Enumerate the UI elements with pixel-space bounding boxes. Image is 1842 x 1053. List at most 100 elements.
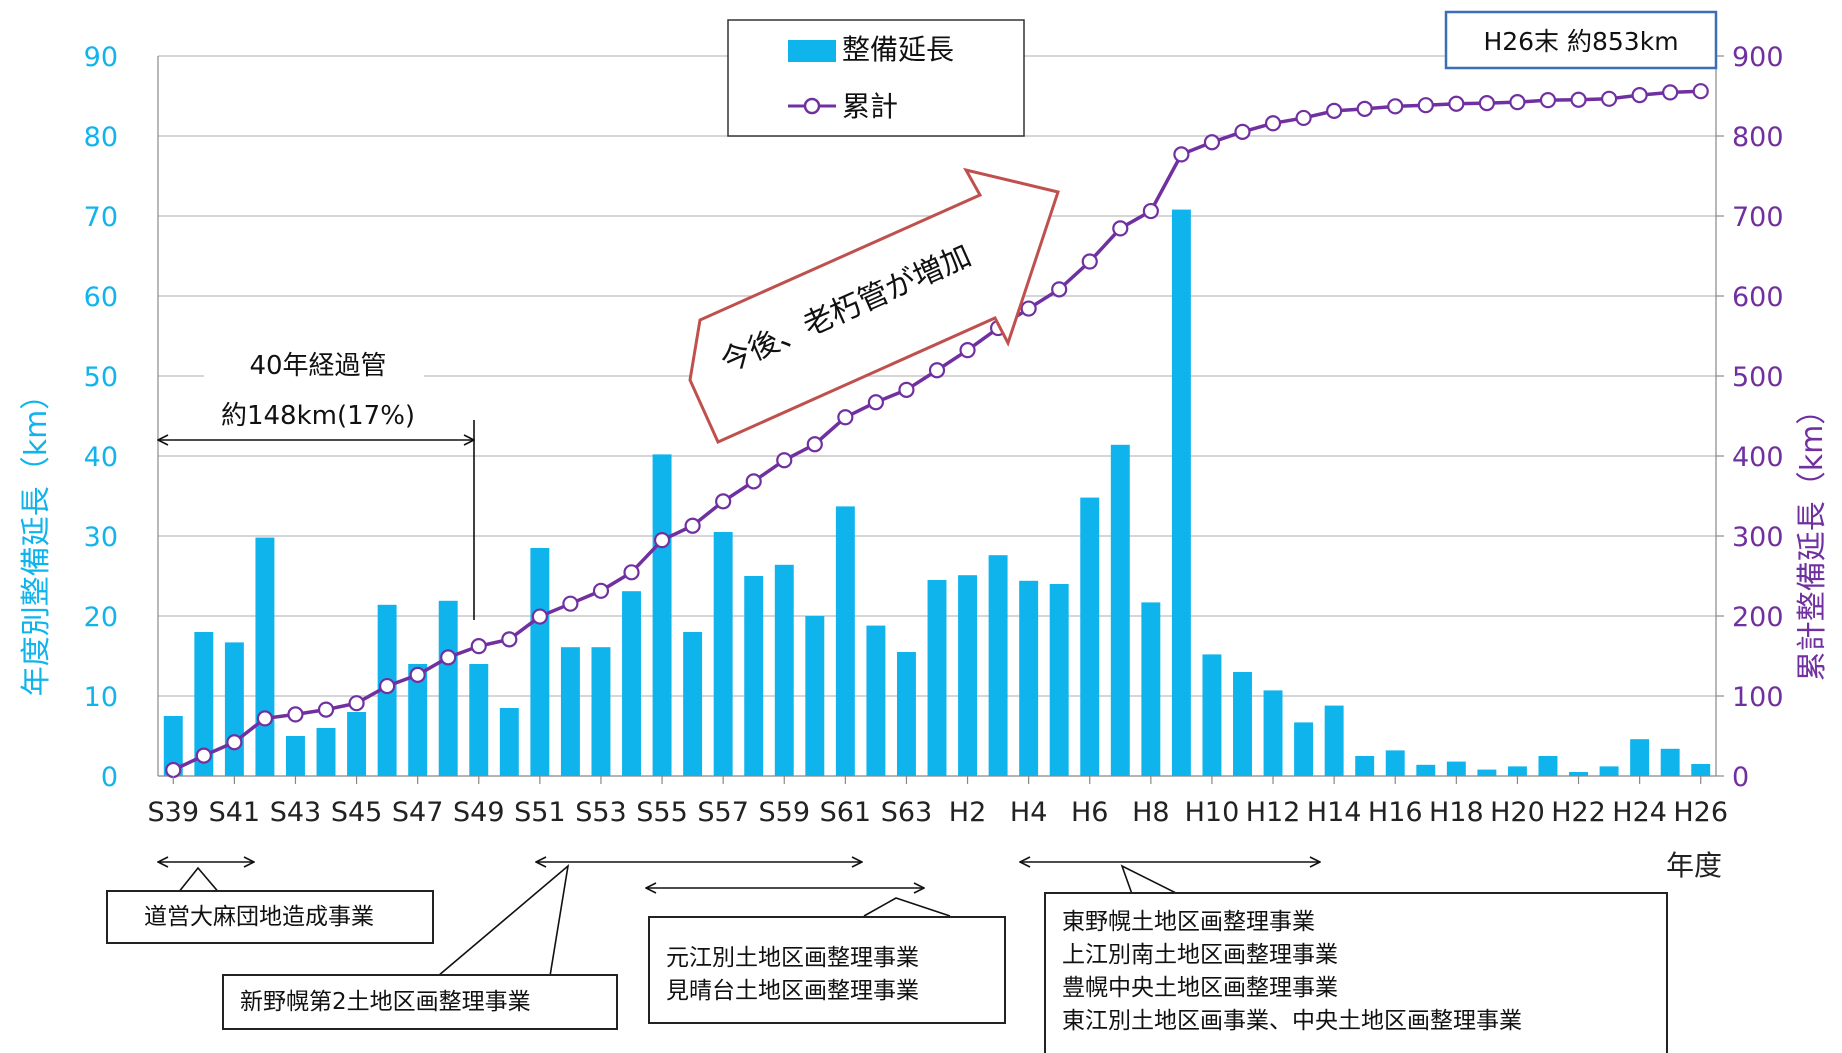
- line-point: [1051, 281, 1068, 298]
- bar: [774, 564, 794, 776]
- bar: [499, 708, 519, 776]
- x-tick-label: S63: [881, 797, 933, 828]
- line-point: [379, 677, 396, 695]
- bar: [591, 647, 611, 776]
- y-tick-label-right: 200: [1732, 602, 1784, 633]
- aging-label-2: 約148km(17%): [221, 401, 415, 431]
- x-tick-label: H12: [1246, 797, 1301, 828]
- line-point: [592, 582, 610, 599]
- bar: [958, 575, 978, 776]
- bar: [1416, 764, 1436, 776]
- bar: [1538, 756, 1558, 776]
- line-point: [1020, 300, 1037, 317]
- line-point: [1448, 95, 1465, 112]
- bar: [1477, 769, 1497, 776]
- bar: [560, 647, 580, 776]
- line-point: [1417, 97, 1434, 114]
- line-point: [501, 631, 518, 648]
- bar: [713, 532, 733, 776]
- bar: [1446, 761, 1466, 776]
- bar: [255, 537, 275, 776]
- line-point: [165, 761, 182, 779]
- line-point: [1326, 102, 1343, 119]
- y-tick-label-left: 50: [84, 362, 118, 393]
- x-tick-label: S55: [636, 797, 688, 828]
- line-point: [1142, 202, 1159, 220]
- x-tick-label: H10: [1185, 797, 1240, 828]
- x-tick-label: S61: [820, 797, 872, 828]
- line-point: [1112, 220, 1129, 237]
- y-tick-label-left: 60: [84, 282, 118, 313]
- bar: [1141, 602, 1161, 776]
- y-axis-label-left: 年度別整備延長（km）: [19, 380, 54, 697]
- x-tick-label: S45: [331, 797, 383, 828]
- line-point: [287, 706, 304, 723]
- line-point: [928, 362, 946, 379]
- legend: 整備延長 累計: [727, 19, 1025, 137]
- bar: [744, 576, 764, 776]
- bar: [1080, 497, 1100, 776]
- x-tick-label: H14: [1307, 797, 1362, 828]
- x-tick-label: S39: [148, 797, 200, 828]
- y-tick-label-right: 900: [1732, 42, 1784, 73]
- bar: [1355, 756, 1375, 776]
- y-tick-label-right: 300: [1732, 522, 1784, 553]
- x-tick-label: S57: [697, 797, 749, 828]
- line-point: [562, 595, 579, 612]
- y-tick-label-left: 40: [84, 442, 118, 473]
- bar: [163, 716, 183, 776]
- x-tick-label: H16: [1368, 797, 1423, 828]
- project-callout-3-line-1: 元江別土地区画整理事業: [666, 945, 919, 971]
- total-annotation: H26末 約853km: [1444, 10, 1718, 70]
- x-tick-label: S47: [392, 797, 444, 828]
- bar: [408, 664, 428, 776]
- y-tick-label-right: 600: [1732, 282, 1784, 313]
- x-tick-label: H6: [1071, 797, 1108, 828]
- axes: 0102030405060708090010020030040050060070…: [84, 42, 1784, 828]
- line-point: [1295, 109, 1312, 127]
- bar: [1385, 750, 1405, 776]
- line-point: [837, 409, 854, 426]
- bar: [1171, 209, 1191, 777]
- bar: [1569, 772, 1588, 776]
- x-tick-label: H20: [1490, 797, 1545, 828]
- line-point: [226, 734, 243, 751]
- y-tick-label-left: 10: [84, 682, 118, 713]
- line-point: [1081, 253, 1098, 270]
- bar: [469, 664, 489, 776]
- y-tick-label-left: 90: [84, 42, 118, 73]
- line-point: [867, 394, 885, 411]
- bar: [896, 652, 916, 776]
- bar: [1507, 766, 1527, 776]
- total-annotation-text: H26末 約853km: [1483, 27, 1678, 56]
- x-tick-label: H24: [1612, 797, 1667, 828]
- project-callout-3: 元江別土地区画整理事業 見晴台土地区画整理事業: [648, 916, 1006, 1024]
- bar: [1110, 444, 1130, 776]
- bar: [530, 548, 550, 776]
- line-point: [776, 452, 793, 469]
- line-point: [1600, 90, 1618, 107]
- bar: [1294, 722, 1314, 776]
- y-axis-label-right: 累計整備延長（km）: [1795, 395, 1830, 682]
- line-point: [653, 532, 671, 549]
- project-callout-3-line-2: 見晴台土地区画整理事業: [666, 978, 919, 1004]
- line-point: [1509, 94, 1526, 111]
- x-tick-label: S53: [575, 797, 627, 828]
- bar: [347, 712, 367, 776]
- line-point: [317, 701, 335, 718]
- line-point: [256, 710, 274, 727]
- x-axis-label: 年度: [1666, 849, 1722, 882]
- legend-bar-label: 整備延長: [842, 33, 954, 66]
- x-tick-label: S59: [759, 797, 811, 828]
- line-point: [348, 695, 365, 712]
- project-callout-4: 東野幌土地区画整理事業 上江別南土地区画整理事業 豊幌中央土地区画整理事業 東江…: [1044, 892, 1668, 1053]
- line-point: [1662, 84, 1679, 101]
- bar: [286, 736, 305, 776]
- bar: [652, 454, 672, 776]
- project-callout-4-line-3: 豊幌中央土地区画整理事業: [1062, 975, 1338, 1001]
- bar: [1233, 672, 1252, 776]
- bar-series: [163, 209, 1711, 777]
- line-point: [898, 381, 915, 398]
- bar: [1599, 766, 1619, 776]
- project-callout-2: 新野幌第2土地区画整理事業: [222, 974, 618, 1030]
